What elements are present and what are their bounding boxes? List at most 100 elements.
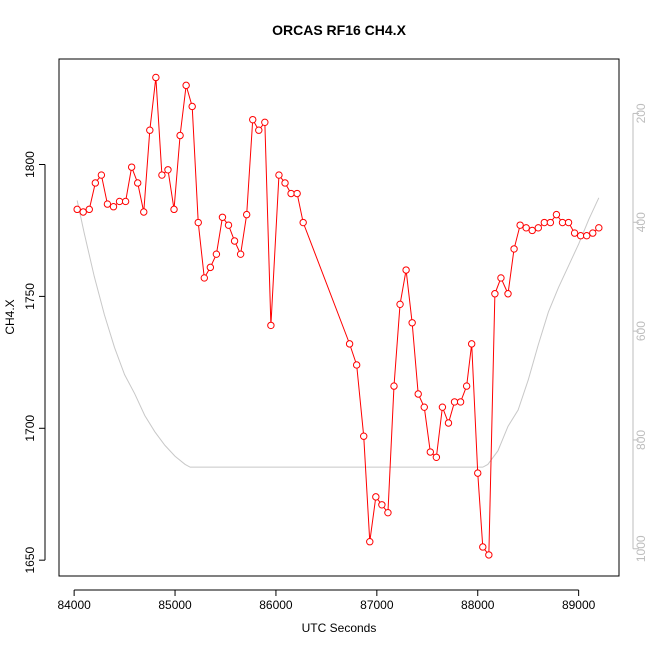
data-point — [182, 81, 190, 90]
data-point — [249, 115, 257, 124]
right-tick-label: 400 — [634, 212, 648, 232]
data-point — [384, 508, 392, 517]
data-point — [109, 203, 118, 211]
data-point — [467, 340, 476, 348]
data-point — [474, 469, 482, 477]
data-point — [360, 432, 368, 440]
x-tick-label: 84000 — [57, 598, 91, 612]
x-tick-label: 86000 — [259, 598, 293, 612]
data-point — [115, 197, 124, 206]
data-point — [200, 274, 208, 282]
data-point — [552, 210, 561, 219]
data-point — [414, 390, 422, 398]
data-point — [420, 403, 428, 411]
right-tick-label: 200 — [634, 103, 648, 123]
data-point — [293, 189, 301, 198]
data-point — [485, 551, 493, 559]
y-axis-label: CH4.X — [3, 299, 17, 334]
data-point — [390, 382, 398, 390]
data-point — [546, 218, 555, 227]
data-point — [281, 179, 289, 187]
data-point — [583, 232, 591, 240]
data-point — [194, 218, 202, 227]
data-point — [408, 319, 416, 327]
right-tick-label: 800 — [634, 430, 648, 450]
data-point — [134, 179, 142, 187]
data-point — [589, 229, 597, 237]
data-point — [97, 171, 106, 179]
data-point — [275, 171, 283, 179]
data-point — [79, 208, 87, 216]
data-point — [438, 403, 447, 411]
data-point — [176, 131, 184, 140]
data-point — [402, 266, 410, 274]
data-point — [378, 501, 386, 509]
data-point — [170, 205, 178, 214]
data-point — [299, 218, 307, 227]
x-axis-label: UTC Seconds — [302, 621, 377, 635]
data-point — [366, 538, 374, 546]
data-point — [497, 274, 505, 282]
data-point — [158, 171, 166, 179]
data-point — [73, 205, 81, 214]
y-tick-label: 1750 — [23, 283, 37, 310]
chart-title: ORCAS RF16 CH4.X — [272, 22, 406, 38]
right-tick-label: 600 — [634, 321, 648, 341]
data-point — [224, 221, 233, 229]
data-point — [267, 321, 275, 330]
data-point — [564, 218, 573, 227]
data-point — [558, 218, 567, 227]
data-point — [242, 210, 251, 219]
y-tick-label: 1700 — [23, 415, 37, 442]
data-point — [127, 163, 136, 171]
data-point — [528, 226, 536, 235]
data-point — [236, 250, 245, 258]
data-point — [534, 224, 542, 232]
x-tick-label: 87000 — [360, 598, 394, 612]
data-point — [540, 218, 549, 227]
data-point — [352, 361, 361, 369]
data-point — [230, 237, 239, 245]
data-point — [345, 340, 354, 348]
data-point — [91, 179, 100, 187]
y-tick-label: 1650 — [23, 547, 37, 574]
data-point — [479, 543, 487, 551]
data-point — [287, 189, 295, 198]
data-point — [510, 245, 518, 253]
data-point — [212, 250, 221, 258]
x-tick-label: 89000 — [562, 598, 596, 612]
data-point — [426, 448, 435, 456]
right-y-axis: 200 400 600 800 1000 — [632, 103, 648, 562]
data-point — [255, 126, 263, 134]
data-point — [432, 453, 441, 462]
secondary-series-line — [76, 197, 600, 468]
data-point — [188, 102, 196, 111]
data-point — [462, 382, 471, 390]
data-point — [595, 224, 603, 232]
data-point — [504, 290, 512, 298]
data-point — [121, 197, 130, 206]
x-axis: 84000 85000 86000 87000 88000 89000 — [57, 589, 596, 612]
y-axis: 1650 1700 1750 1800 — [23, 151, 46, 574]
plot-area — [73, 73, 603, 559]
data-point — [146, 126, 154, 134]
plot-frame — [58, 58, 620, 577]
data-point — [444, 419, 453, 427]
data-point — [85, 205, 93, 214]
data-point — [103, 200, 112, 208]
data-point — [164, 166, 172, 174]
data-point — [261, 118, 269, 127]
y-tick-label: 1800 — [23, 151, 37, 178]
data-point — [396, 300, 404, 309]
data-point — [206, 263, 215, 272]
x-tick-label: 88000 — [461, 598, 495, 612]
x-tick-label: 85000 — [158, 598, 192, 612]
data-point — [140, 208, 148, 216]
data-point — [522, 224, 530, 232]
data-point — [570, 229, 579, 237]
data-point — [491, 290, 499, 298]
data-point — [218, 213, 227, 221]
data-point — [152, 73, 160, 82]
primary-series-line — [76, 77, 600, 557]
data-point — [576, 232, 585, 240]
